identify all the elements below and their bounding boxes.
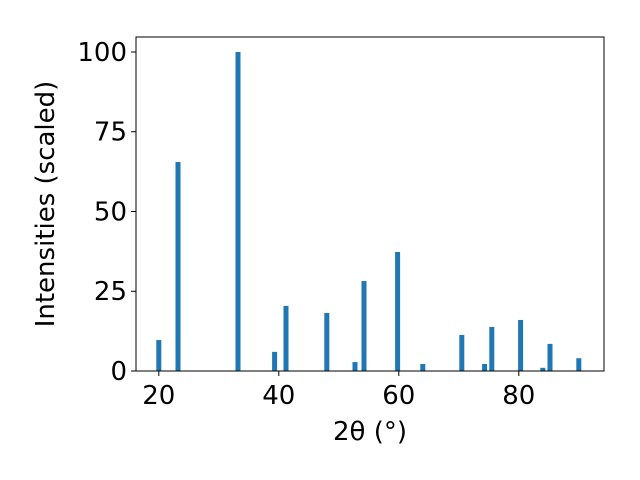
y-tick-label: 25 bbox=[94, 277, 127, 307]
bar bbox=[576, 358, 582, 371]
x-tick-label: 80 bbox=[502, 381, 535, 411]
bar bbox=[235, 51, 241, 371]
bar bbox=[324, 312, 330, 371]
x-axis-label: 2θ (°) bbox=[333, 417, 407, 447]
bar bbox=[518, 319, 524, 371]
bar bbox=[459, 334, 465, 371]
bar bbox=[420, 363, 426, 371]
bar bbox=[482, 363, 488, 371]
bar bbox=[283, 305, 289, 371]
x-tick-label: 20 bbox=[142, 381, 175, 411]
y-tick-label: 0 bbox=[110, 357, 127, 387]
x-tick-label: 60 bbox=[382, 381, 415, 411]
bar bbox=[352, 362, 358, 371]
bar bbox=[175, 162, 181, 371]
bar bbox=[395, 252, 401, 371]
x-tick-label: 40 bbox=[262, 381, 295, 411]
y-tick-label: 50 bbox=[94, 197, 127, 227]
y-tick-label: 100 bbox=[77, 38, 127, 68]
bar bbox=[156, 340, 162, 371]
y-axis-label: Intensities (scaled) bbox=[31, 81, 61, 328]
bar bbox=[547, 343, 553, 371]
bar bbox=[272, 351, 278, 371]
bar bbox=[540, 367, 546, 371]
y-tick-label: 75 bbox=[94, 118, 127, 148]
bar bbox=[361, 281, 367, 371]
bar bbox=[489, 326, 495, 371]
plot-frame bbox=[135, 36, 605, 372]
